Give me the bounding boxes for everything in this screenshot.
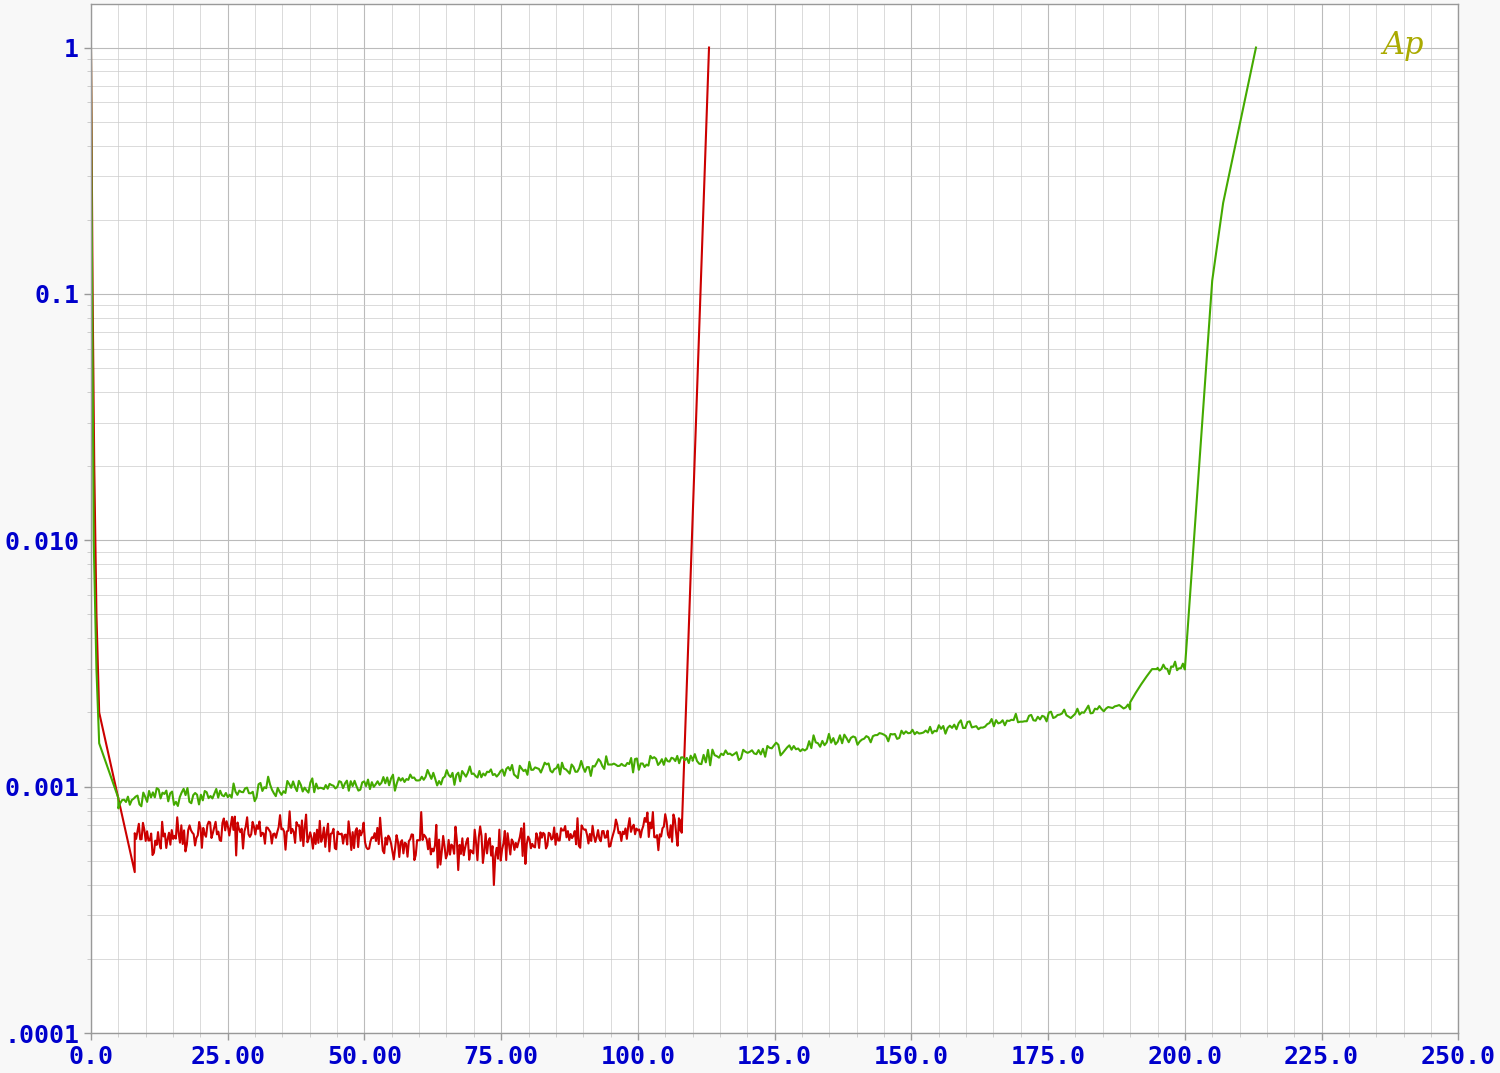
Text: Ap: Ap	[1383, 30, 1423, 61]
